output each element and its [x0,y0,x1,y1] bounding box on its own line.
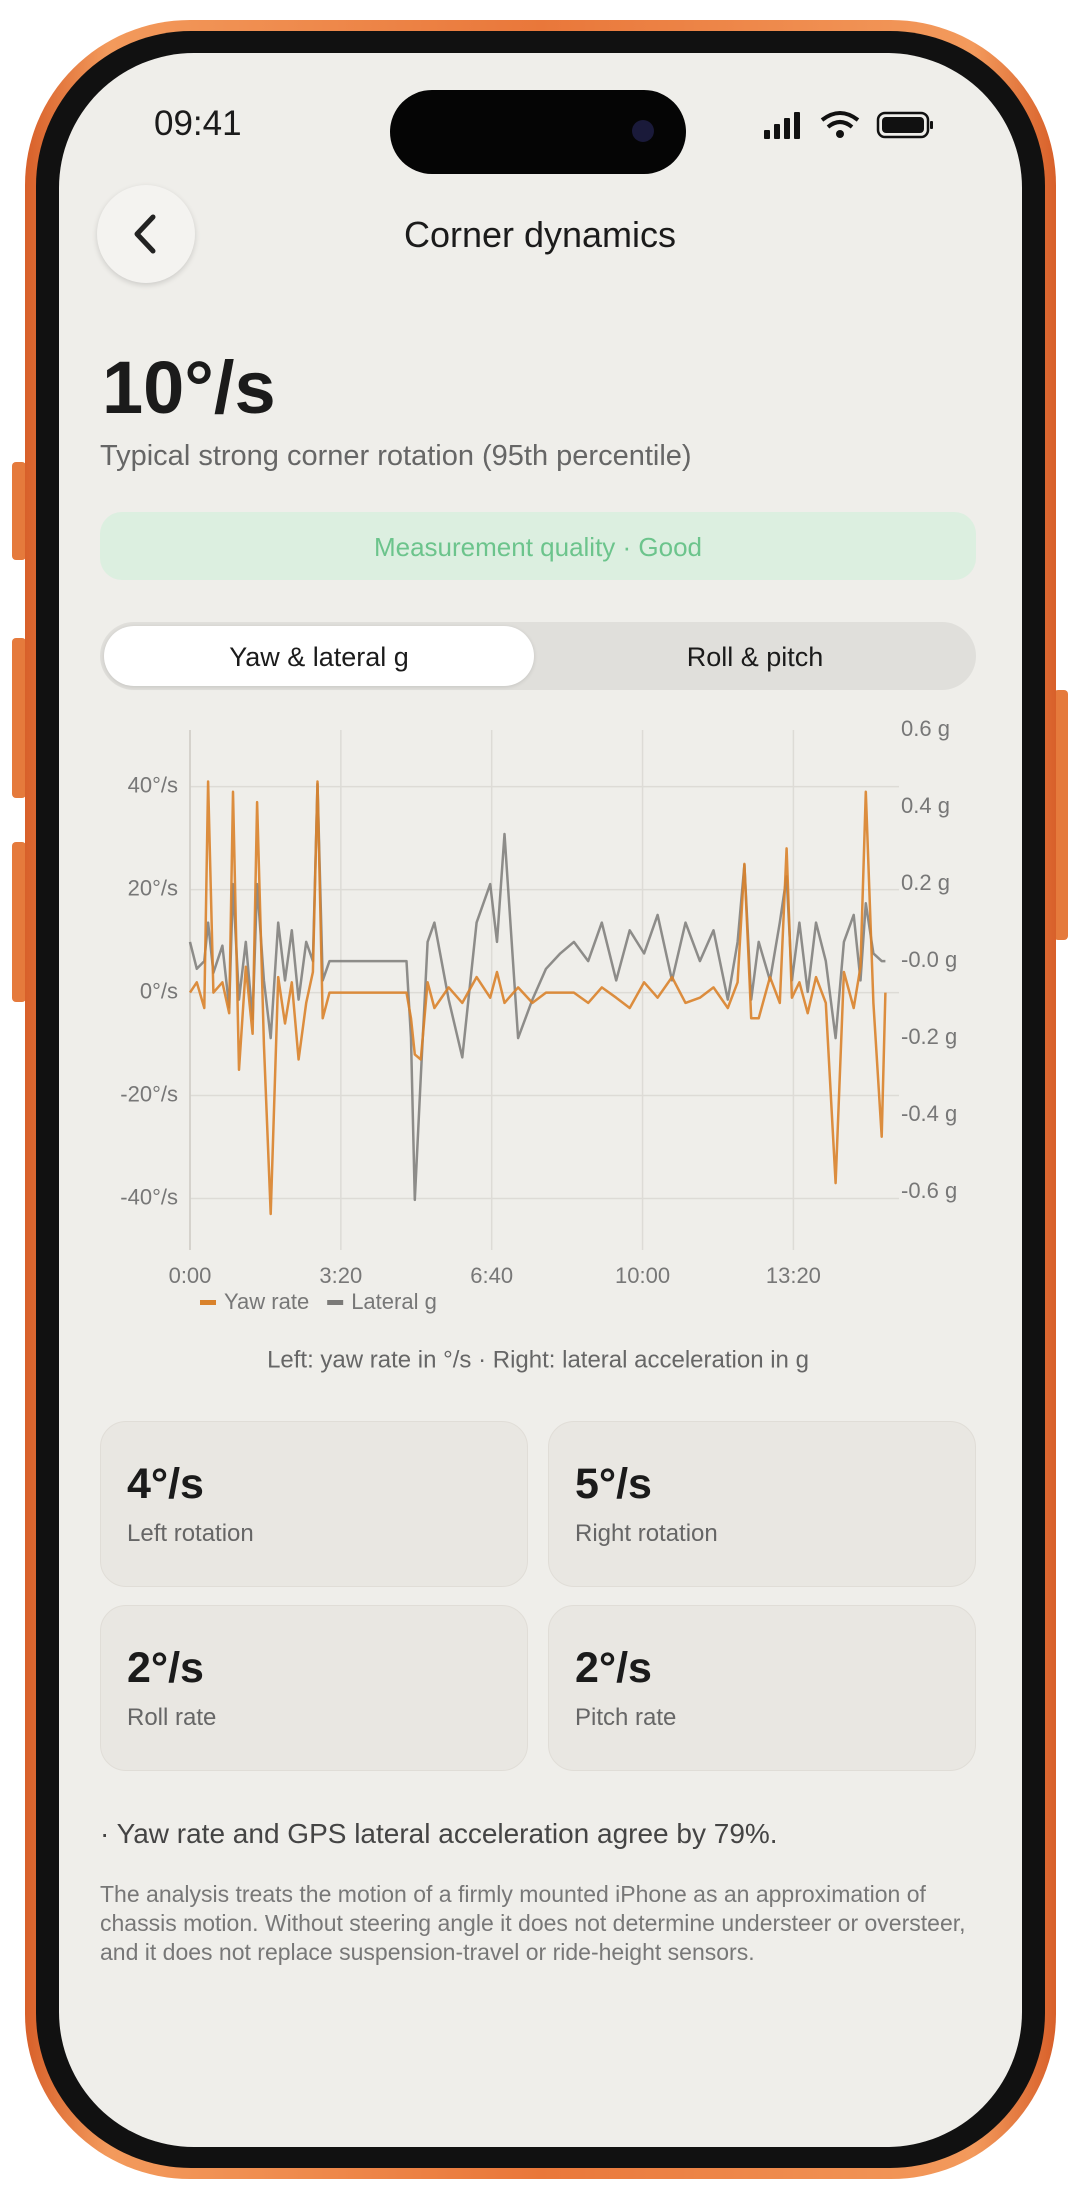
hero-subtitle: Typical strong corner rotation (95th per… [100,440,692,472]
stat-value: 2°/s [575,1644,652,1692]
chart: 40°/s 20°/s 0°/s -20°/s -40°/s 0:00 3:20 6:40 10… [120,716,957,1374]
camera [632,120,654,142]
y2-tick-label: 0.2 g [901,870,950,895]
stat-label: Left rotation [127,1520,254,1547]
y2-tick-label: 0.6 g [901,716,950,741]
quality-pill: Measurement quality · Good [100,512,976,580]
stat-card: 4°/s Left rotation [100,1421,528,1587]
x-tick-label: 0:00 [169,1263,212,1288]
y-tick-label: 20°/s [128,875,178,900]
tab-bar: Yaw & lateral g Roll & pitch [100,622,976,690]
y-tick-label: -40°/s [120,1184,178,1209]
legend-label: Lateral g [351,1289,437,1314]
screen-title: Corner dynamics [403,214,677,255]
x-tick-label: 13:20 [766,1263,821,1288]
stat-card: 2°/s Roll rate [100,1605,528,1771]
stat-value: 2°/s [127,1644,204,1692]
volume-down [12,842,26,1002]
legend-label: Yaw rate [224,1289,309,1314]
y-tick-label: 0°/s [140,978,178,1003]
y-tick-label: -20°/s [120,1081,178,1106]
y2-tick-label: -0.2 g [901,1024,957,1049]
legend-swatch [200,1300,216,1305]
back-button[interactable] [97,185,195,283]
status-time: 09:41 [154,104,242,143]
y-tick-label: 40°/s [128,772,178,797]
tab-active[interactable]: Yaw & lateral g [104,626,534,686]
y2-tick-label: -0.6 g [901,1178,957,1203]
stat-label: Roll rate [127,1704,217,1731]
y2-tick-label: -0.4 g [901,1101,957,1126]
status-icons [764,111,933,139]
stat-value: 4°/s [127,1460,204,1508]
back-icon [134,214,156,254]
y2-tick-label: -0.0 g [901,947,957,972]
stat-label: Right rotation [575,1520,718,1547]
stat-label: Pitch rate [575,1704,677,1731]
screen [59,53,1022,2147]
quality-text: Measurement quality · Good [373,532,703,562]
chart-caption: Left: yaw rate in °/s · Right: lateral a… [267,1346,809,1373]
x-tick-label: 10:00 [615,1263,670,1288]
x-tick-label: 3:20 [319,1263,362,1288]
stat-value: 5°/s [575,1460,652,1508]
power-button [1054,690,1068,940]
tab-label: Roll & pitch [686,642,824,672]
x-tick-label: 6:40 [470,1263,513,1288]
volume-up [12,638,26,798]
y2-tick-label: 0.4 g [901,793,950,818]
stat-card: 2°/s Pitch rate [548,1605,976,1771]
tab-inactive[interactable]: Roll & pitch [538,626,972,686]
series-line [188,780,887,1216]
stat-card: 5°/s Right rotation [548,1421,976,1587]
agreement-note: · Yaw rate and GPS lateral acceleration … [100,1818,778,1849]
hero-value: 10°/s [102,346,276,429]
legend-swatch [327,1300,344,1305]
tab-label: Yaw & lateral g [229,642,409,672]
action-button [12,462,26,560]
disclaimer: The analysis treats the motion of a firm… [100,1881,966,1965]
